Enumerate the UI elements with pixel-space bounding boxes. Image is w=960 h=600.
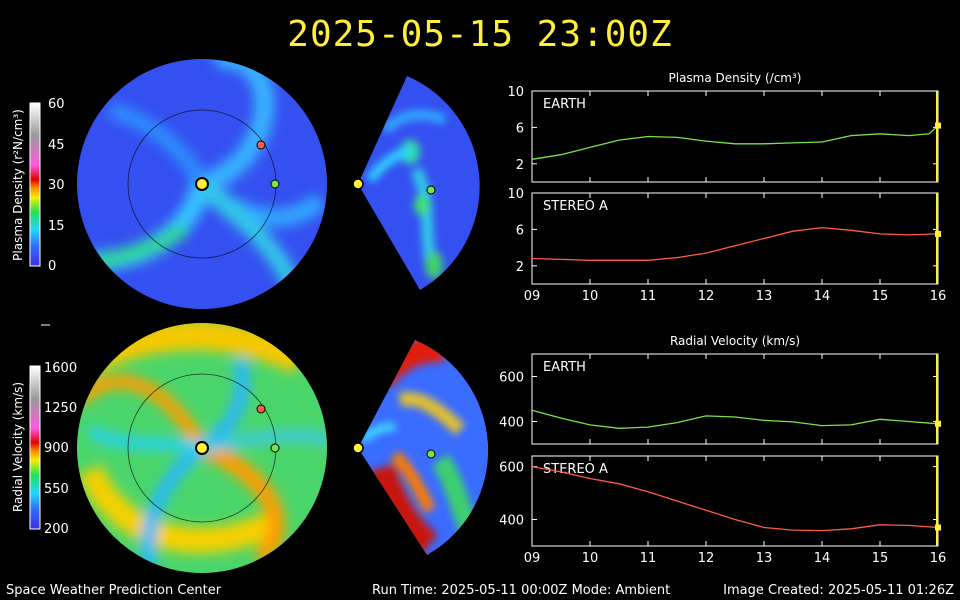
panel-title: Plasma Density (/cm³) <box>669 71 802 85</box>
x-tick-label: 13 <box>756 289 773 304</box>
colorbar-tick: 30 <box>48 178 65 193</box>
sun-marker <box>352 178 364 190</box>
earth-marker <box>270 179 280 189</box>
series-line-stereo-a <box>531 226 939 261</box>
x-tick-label: 14 <box>814 551 831 566</box>
position-markers <box>195 140 436 459</box>
x-tick-label: 14 <box>814 289 831 304</box>
colorbar-tick: 0 <box>48 259 56 274</box>
y-tick-label: 600 <box>499 461 524 476</box>
panel-label: STEREO A <box>543 199 608 214</box>
y-tick-label: 400 <box>499 514 524 529</box>
colorbar-label: Plasma Density (r²N/cm³) <box>11 109 25 261</box>
latest-value-marker <box>935 122 941 129</box>
y-tick-label: 6 <box>516 223 524 238</box>
colorbar-tick: 60 <box>48 97 65 112</box>
x-tick-label: 15 <box>872 551 889 566</box>
x-tick-label: 16 <box>930 551 947 566</box>
x-tick-label: 09 <box>524 551 541 566</box>
colorbar-tick: 1600 <box>44 361 77 376</box>
latest-value-marker <box>935 420 941 427</box>
stereo-a-marker <box>256 140 266 150</box>
y-tick-label: 10 <box>507 187 524 202</box>
colorbar-tick: 15 <box>48 219 65 234</box>
colorbar-tick: 200 <box>44 522 69 537</box>
x-tick-label: 11 <box>640 551 657 566</box>
panel-label: EARTH <box>543 97 586 112</box>
series-line-stereo-a <box>531 465 939 532</box>
sun-marker <box>195 177 209 191</box>
earth-marker <box>270 443 280 453</box>
sun-marker <box>195 441 209 455</box>
x-tick-label: 09 <box>524 289 541 304</box>
latest-value-marker <box>935 524 941 531</box>
colorbar-tick: 550 <box>44 482 69 497</box>
footer-run-time: Run Time: 2025-05-11 00:00Z Mode: Ambien… <box>372 583 671 598</box>
y-tick-label: 400 <box>499 416 524 431</box>
y-tick-label: 10 <box>507 85 524 100</box>
footer-image-created: Image Created: 2025-05-11 01:26Z <box>723 583 954 598</box>
footer-center-credit: Space Weather Prediction Center <box>6 583 222 598</box>
panel-label: EARTH <box>543 360 586 375</box>
earth-marker <box>426 185 436 195</box>
x-tick-label: 15 <box>872 289 889 304</box>
x-tick-label: 12 <box>698 551 715 566</box>
panel-title: Radial Velocity (km/s) <box>670 334 800 348</box>
timestamp-title: 2025-05-15 23:00Z <box>287 14 673 55</box>
y-tick-label: 6 <box>516 121 524 136</box>
density-colorbar: 60 45 30 15 0 Plasma Density (r²N/cm³) <box>11 97 65 274</box>
earth-marker <box>426 449 436 459</box>
velocity-colorbar: 1600 1250 900 550 200 Radial Velocity (k… <box>11 361 77 537</box>
colorbar-tick: 1250 <box>44 401 77 416</box>
series-line-earth <box>531 125 939 160</box>
sun-marker <box>352 442 364 454</box>
colorbar-tick: 900 <box>44 441 69 456</box>
y-tick-label: 600 <box>499 371 524 386</box>
panel-frame <box>531 90 939 183</box>
x-tick-label: 12 <box>698 289 715 304</box>
x-tick-label: 10 <box>582 289 599 304</box>
stereo-a-marker <box>256 404 266 414</box>
panel-frame <box>531 353 939 445</box>
colorbar-label: Radial Velocity (km/s) <box>11 382 25 512</box>
colorbar-tick: 45 <box>48 138 65 153</box>
x-tick-label: 13 <box>756 551 773 566</box>
density-meridional-wedge <box>358 76 480 290</box>
x-tick-label: 10 <box>582 551 599 566</box>
y-tick-label: 2 <box>516 158 524 173</box>
latest-value-marker <box>935 230 941 237</box>
series-line-earth <box>531 409 939 429</box>
y-tick-label: 2 <box>516 260 524 275</box>
x-tick-label: 11 <box>640 289 657 304</box>
x-tick-label: 16 <box>930 289 947 304</box>
velocity-meridional-wedge <box>358 340 489 555</box>
panel-label: STEREO A <box>543 462 608 477</box>
time-series-panels: Plasma Density (/cm³) EARTH 2 6 10 STEREO A 2 6… <box>499 71 946 566</box>
